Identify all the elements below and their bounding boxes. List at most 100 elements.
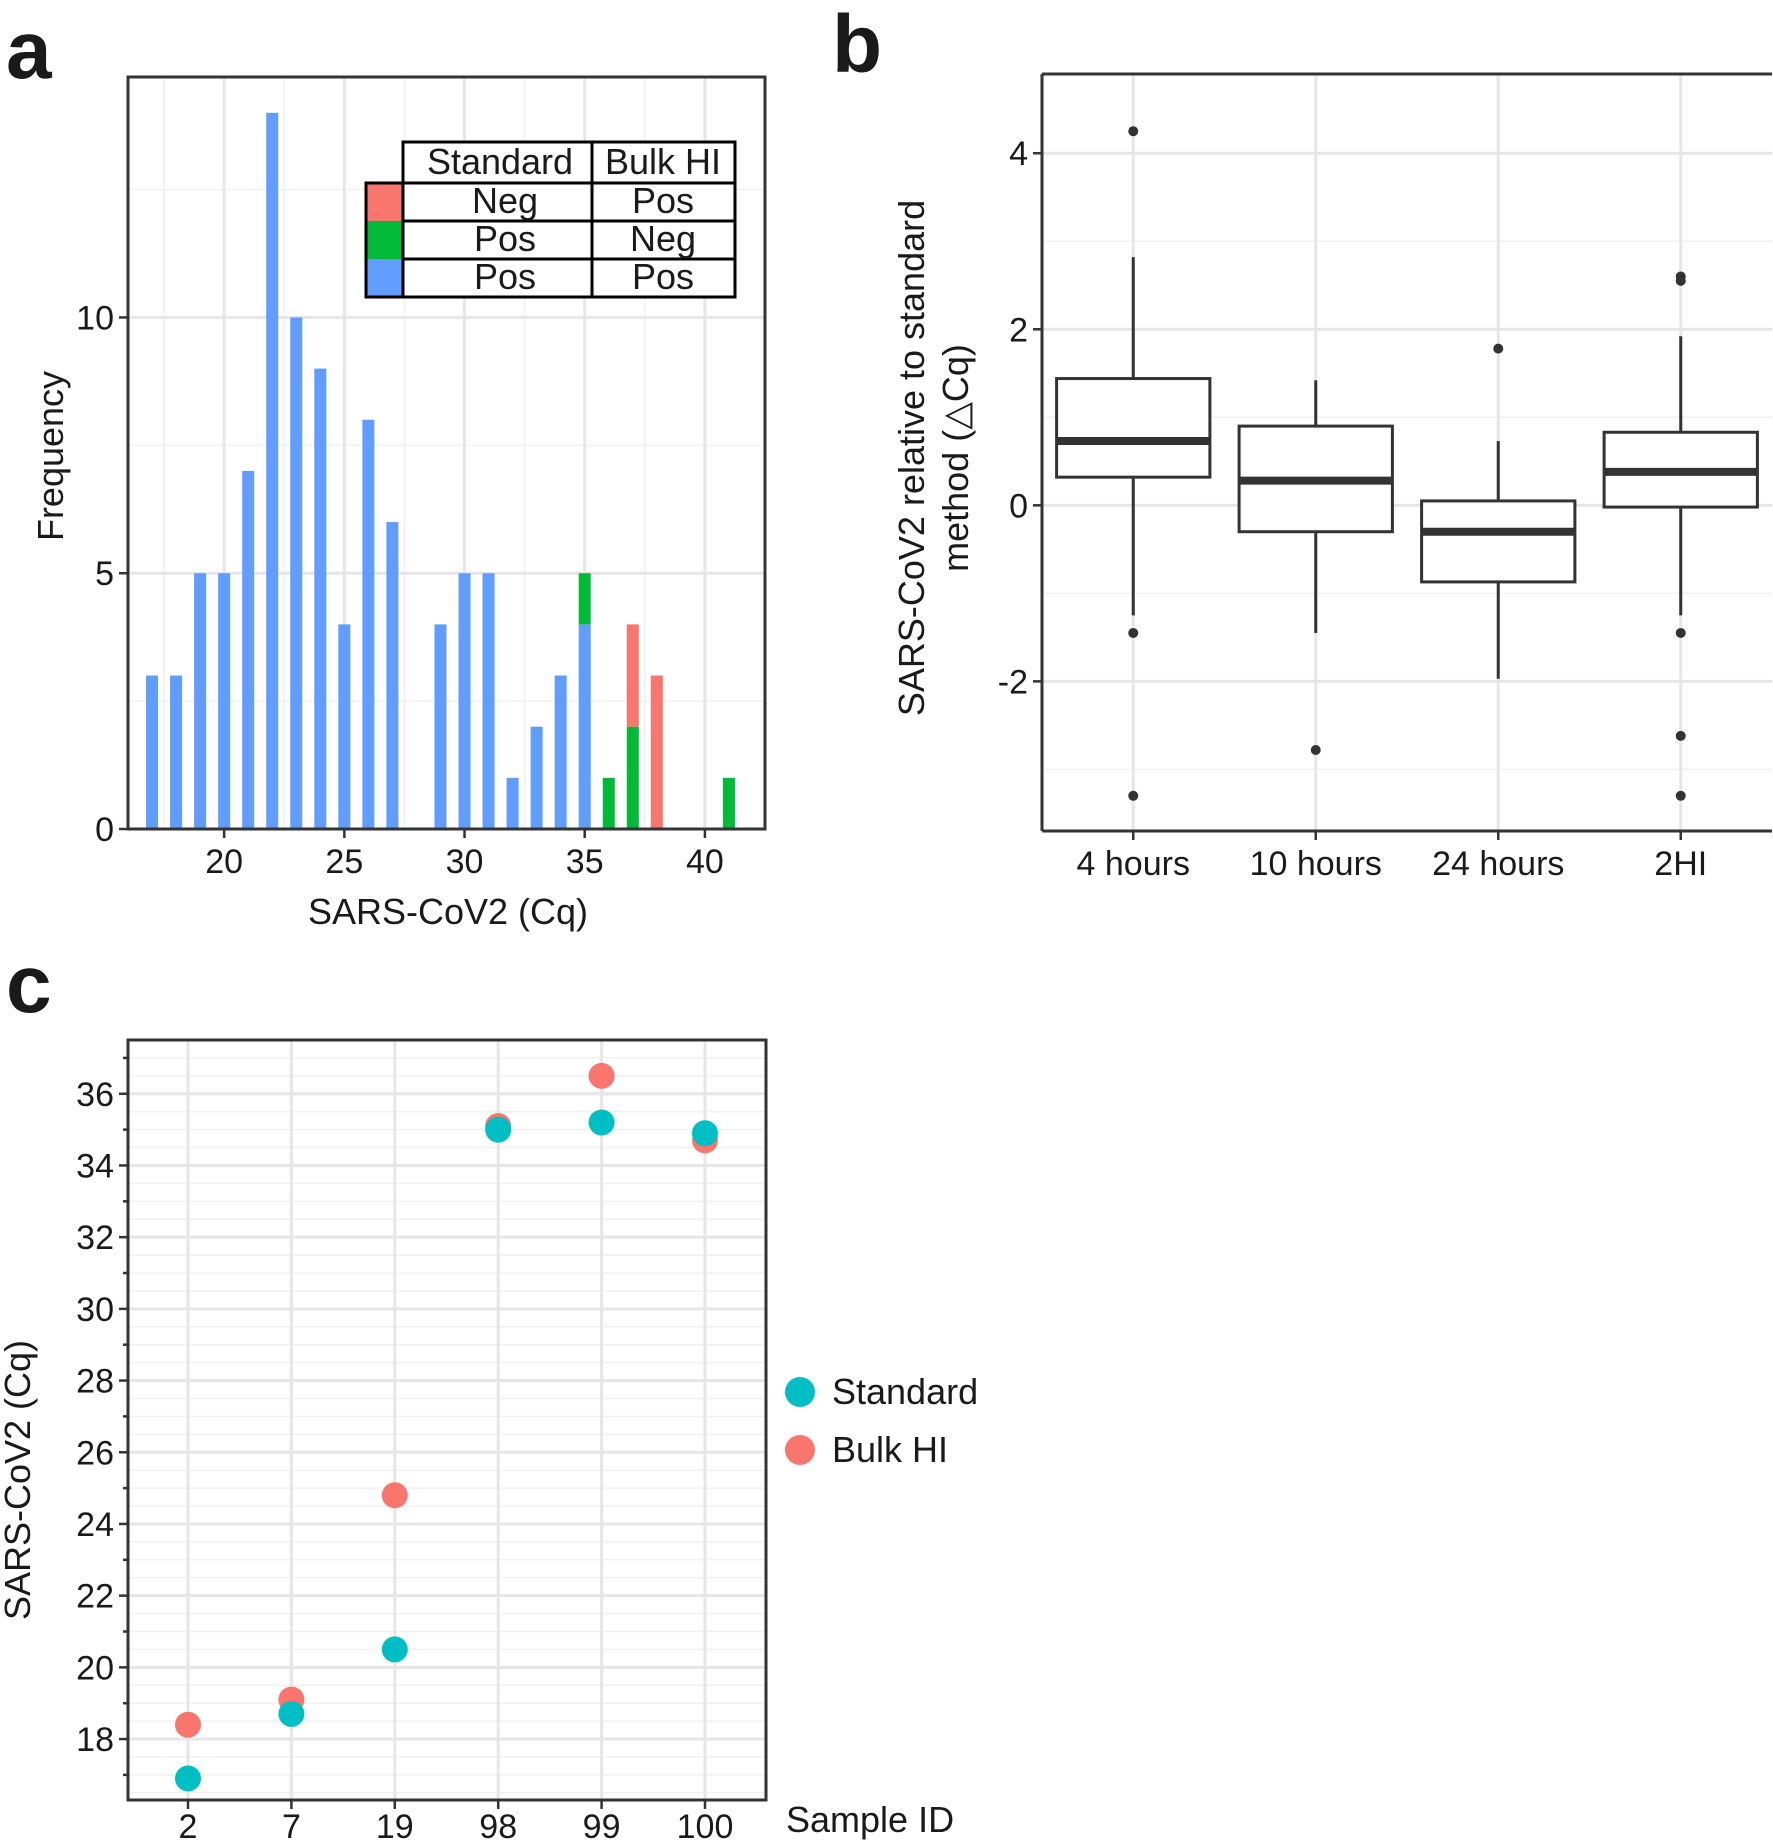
panel-b-y-ticks: -2 0 2 4 <box>998 135 1042 701</box>
point-teal <box>692 1120 718 1147</box>
legend-swatch-pos-pos <box>366 259 403 297</box>
x-tick-label: 4 hours <box>1077 845 1190 883</box>
outlier-point <box>1310 745 1321 756</box>
x-tick-label: 35 <box>566 843 604 881</box>
y-tick-label: 22 <box>76 1578 114 1616</box>
bar-blue <box>338 624 351 829</box>
panel-c-x-axis-title: Sample ID <box>786 1799 954 1840</box>
bar-green <box>602 777 615 829</box>
y-tick-label: 28 <box>76 1363 114 1401</box>
panel-a-legend-table: Standard Bulk HI Neg Pos Pos Neg Pos Pos <box>364 140 737 299</box>
bar-blue <box>218 573 231 829</box>
panel-b-x-ticks: 4 hours 10 hours 24 hours 2HI <box>1077 831 1707 883</box>
outlier-point <box>1493 343 1504 354</box>
bar-blue <box>242 470 255 829</box>
legend-cell: Pos <box>474 218 536 259</box>
x-tick-label: 2 <box>179 1808 198 1841</box>
y-tick-label: 34 <box>76 1147 114 1185</box>
legend-swatch-pos-neg <box>366 221 403 259</box>
bar-green <box>626 726 639 829</box>
y-tick-label: 0 <box>1009 487 1028 525</box>
y-tick-label: 36 <box>76 1076 114 1114</box>
panel-a-frame <box>126 75 767 831</box>
legend-swatch-neg-pos <box>366 183 403 221</box>
bar-green <box>578 573 591 625</box>
legend-cell: Neg <box>472 180 538 221</box>
point-teal <box>278 1700 305 1727</box>
panel-c-y-axis-title: SARS-CoV2 (Cq) <box>0 1340 38 1620</box>
bar-green <box>722 777 735 829</box>
y-tick-label: 32 <box>76 1219 114 1257</box>
box-iqr <box>1055 377 1212 479</box>
bar-blue <box>146 675 159 829</box>
x-tick-label: 25 <box>325 843 363 881</box>
legend-cell: Pos <box>632 256 694 297</box>
point-salmon <box>588 1062 615 1089</box>
y-tick-label: -2 <box>998 663 1028 701</box>
legend-label-bulk-hi: Bulk HI <box>832 1429 948 1470</box>
x-tick-label: 24 hours <box>1432 845 1564 883</box>
x-tick-label: 7 <box>282 1808 301 1841</box>
legend-cell: Pos <box>474 256 536 297</box>
outlier-point <box>1675 627 1686 638</box>
panel-b-boxes <box>1055 126 1759 801</box>
panel-a-x-ticks: 20 25 30 35 40 <box>205 829 724 881</box>
x-tick-label: 19 <box>376 1808 414 1841</box>
outlier-point <box>1128 790 1139 801</box>
panel-c-points <box>175 1062 718 1792</box>
panel-a-y-ticks: 0 5 10 <box>76 299 128 849</box>
point-salmon <box>175 1711 201 1738</box>
x-tick-label: 2HI <box>1654 845 1707 883</box>
legend-cell: Pos <box>632 180 694 221</box>
y-tick-label: 10 <box>76 299 114 337</box>
panel-b-y-axis-title-line1: SARS-CoV2 relative to standard <box>891 200 932 716</box>
panel-b-letter: b <box>832 0 882 90</box>
outlier-point <box>1675 275 1686 286</box>
y-tick-label: 30 <box>76 1291 114 1329</box>
bar-blue <box>458 573 471 829</box>
bar-blue <box>362 419 375 829</box>
outlier-point <box>1675 730 1686 741</box>
x-tick-label: 40 <box>686 843 724 881</box>
bar-blue <box>386 522 399 829</box>
panel-c-frame <box>126 1038 768 1802</box>
legend-header-bulk-hi: Bulk HI <box>605 141 721 182</box>
y-tick-label: 20 <box>76 1649 114 1687</box>
outlier-point <box>1128 627 1139 638</box>
x-tick-label: 30 <box>446 843 484 881</box>
y-tick-label: 24 <box>76 1506 114 1544</box>
panel-b-boxplot: b 4 hours 10 hours 24 hours 2HI -2 0 2 4 SARS-… <box>832 0 1772 883</box>
x-tick-label: 10 hours <box>1250 845 1382 883</box>
panel-c-letter: c <box>6 939 52 1030</box>
point-teal <box>175 1765 201 1792</box>
panel-c-legend: Standard Bulk HI <box>785 1371 978 1470</box>
y-tick-label: 2 <box>1009 311 1028 349</box>
x-tick-label: 99 <box>583 1808 621 1841</box>
bar-blue <box>314 368 327 829</box>
bar-blue <box>554 675 567 829</box>
bar-blue <box>530 726 543 829</box>
box-iqr <box>1420 499 1577 584</box>
panel-c-gridlines <box>128 1040 766 1800</box>
panel-c-scatter: c 2 7 19 98 99 100 18 20 22 24 26 28 30 32 34 36 Sampl… <box>0 939 978 1841</box>
legend-label-standard: Standard <box>832 1371 978 1412</box>
bar-red <box>626 624 639 727</box>
point-teal <box>381 1636 408 1663</box>
bar-blue <box>290 317 303 829</box>
x-tick-label: 100 <box>677 1808 734 1841</box>
panel-c-x-ticks: 2 7 19 98 99 100 <box>179 1800 734 1841</box>
outlier-point <box>1675 790 1686 801</box>
legend-dot-bulk-hi <box>785 1435 815 1465</box>
x-tick-label: 20 <box>205 843 243 881</box>
bar-blue <box>194 573 207 829</box>
legend-dot-standard <box>785 1377 815 1407</box>
panel-a-letter: a <box>6 5 53 96</box>
bar-blue <box>506 777 519 829</box>
bar-blue <box>482 573 495 829</box>
y-tick-label: 0 <box>95 811 114 849</box>
bar-red <box>650 675 663 829</box>
y-tick-label: 26 <box>76 1434 114 1472</box>
y-tick-label: 5 <box>95 555 114 593</box>
bar-blue <box>266 112 279 830</box>
